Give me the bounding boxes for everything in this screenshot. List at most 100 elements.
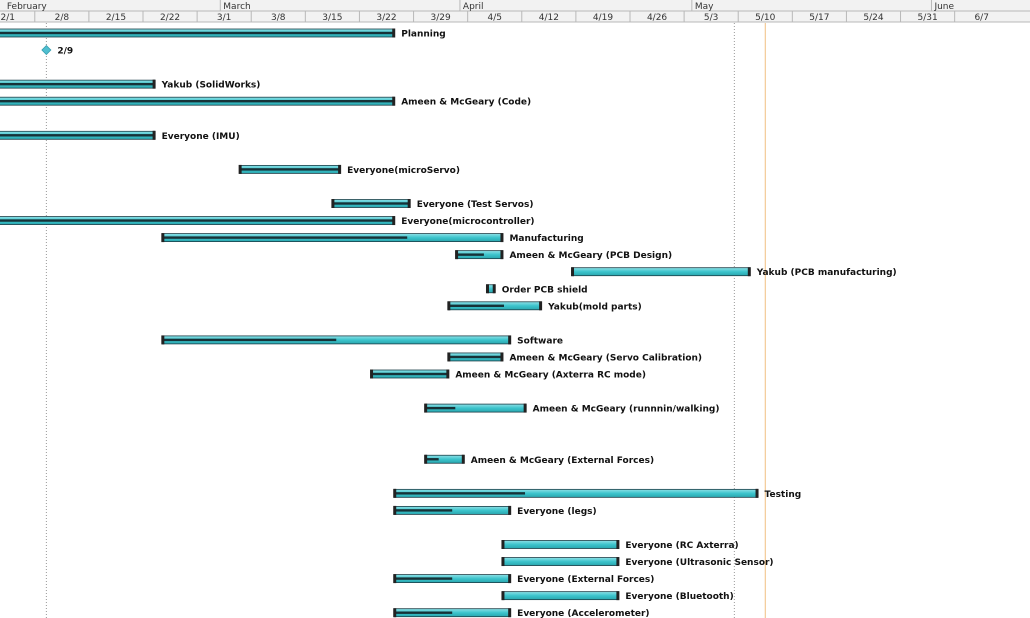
task-testing-end-cap [755,488,759,498]
task-ameen-mcgeary-runnnin-walking-label: Ameen & McGeary (runnnin/walking) [533,405,720,415]
task-ameen-mcgeary-external-forces-end-cap [461,454,465,464]
task-everyone-ultrasonic-sensor-start-cap [501,557,505,567]
task-everyone-microcontroller-progress [0,219,395,222]
week-label-5-31: 5/31 [917,13,937,23]
week-label-2-1: 2/1 [0,13,14,23]
task-software-end-cap [508,335,512,345]
task-testing-start-cap [393,488,397,498]
task-software-progress [162,338,337,342]
task-order-pcb-shield: Order PCB shield [485,284,588,295]
month-label-march: March [223,2,250,12]
week-label-2-22: 2/22 [160,13,180,23]
week-label-3-22: 3/22 [376,13,396,23]
task-planning-progress [0,31,395,35]
date-markers [45,23,766,618]
task-planning-end-cap [392,28,396,38]
task-everyone-microservo: Everyone(microServo) [238,164,460,176]
timescale-header: February March April May June 2/1 2/8 2/15 2/22 3… [0,0,1030,23]
month-label-february: February [7,2,48,12]
task-everyone-accelerometer-progress [394,611,453,614]
task-everyone-bluetooth-start-cap [501,591,505,601]
task-everyone-ultrasonic-sensor-end-cap [616,557,620,567]
task-everyone-bluetooth-bar [502,591,619,601]
milestone-diamond [41,44,52,56]
task-yakub-mold-parts: Yakub(mold parts) [447,301,642,312]
week-label-4-12: 4/12 [539,13,559,23]
task-everyone-accelerometer-start-cap [393,608,397,618]
task-everyone-legs-label: Everyone (legs) [517,507,596,517]
task-everyone-ultrasonic-sensor-label: Everyone (Ultrasonic Sensor) [625,558,773,568]
week-label-2-8: 2/8 [55,13,70,23]
week-label-3-29: 3/29 [431,13,451,23]
task-ameen-mcgeary-runnnin-walking-progress [425,406,456,410]
task-everyone-imu: Everyone (IMU) [0,130,240,142]
task-ameen-mcgeary-pcb-design-progress [456,253,484,256]
task-ameen-mcgeary-axterra-rc-mode-start-cap [370,369,374,379]
month-label-april: April [463,2,484,12]
task-yakub-solidworks-progress [0,82,155,86]
task-everyone-microservo-start-cap [238,164,242,174]
task-ameen-mcgeary-external-forces: Ameen & McGeary (External Forces) [424,454,654,466]
week-label-5-17: 5/17 [809,13,829,23]
task-ameen-mcgeary-runnnin-walking-end-cap [523,403,527,413]
task-ameen-mcgeary-pcb-design-end-cap [500,250,504,260]
task-everyone-microservo-label: Everyone(microServo) [347,166,460,176]
task-everyone-rc-axterra: Everyone (RC Axterra) [501,540,739,551]
task-yakub-pcb-manufacturing: Yakub (PCB manufacturing) [571,267,897,278]
task-everyone-external-forces-progress [394,577,453,580]
task-software-label: Software [517,336,563,346]
task-testing-progress [394,492,526,495]
task-ameen-mcgeary-external-forces-progress [425,458,439,461]
task-ameen-mcgeary-servo-calibration-end-cap [500,352,504,362]
task-everyone-test-servos-start-cap [331,199,335,208]
task-yakub-pcb-manufacturing-bar [571,267,751,277]
task-ameen-mcgeary-runnnin-walking: Ameen & McGeary (runnnin/walking) [424,403,720,415]
task-ameen-mcgeary-code-progress [0,100,395,103]
week-label-4-26: 4/26 [647,13,667,23]
task-ameen-mcgeary-code-label: Ameen & McGeary (Code) [401,98,531,108]
task-yakub-pcb-manufacturing-start-cap [571,267,575,277]
week-label-5-10: 5/10 [755,13,775,23]
task-ameen-mcgeary-servo-calibration: Ameen & McGeary (Servo Calibration) [447,352,702,363]
task-everyone-microcontroller: Everyone(microcontroller) [0,216,535,227]
task-everyone-test-servos-progress [332,202,410,205]
task-everyone-rc-axterra-end-cap [616,540,620,549]
task-everyone-external-forces-label: Everyone (External Forces) [517,575,654,585]
task-everyone-microcontroller-label: Everyone(microcontroller) [401,217,534,227]
task-order-pcb-shield-end-cap [492,284,496,294]
week-label-4-19: 4/19 [593,13,613,23]
task-ameen-mcgeary-axterra-rc-mode-label: Ameen & McGeary (Axterra RC mode) [455,371,646,381]
task-everyone-test-servos-end-cap [407,199,411,208]
task-everyone-imu-progress [0,134,155,137]
task-ameen-mcgeary-code-end-cap [392,96,396,106]
task-planning-label: Planning [401,30,446,40]
task-yakub-mold-parts-end-cap [539,301,543,311]
task-yakub-pcb-manufacturing-label: Yakub (PCB manufacturing) [756,268,897,278]
task-planning: Planning [0,28,446,40]
task-manufacturing-start-cap [161,233,165,243]
task-everyone-legs-progress [394,509,453,512]
task-everyone-rc-axterra-bar [502,540,619,549]
task-manufacturing-progress [162,236,408,239]
milestone-label: 2/9 [57,47,73,57]
task-manufacturing-label: Manufacturing [509,234,583,244]
task-ameen-mcgeary-pcb-design: Ameen & McGeary (PCB Design) [455,250,672,261]
task-everyone-microcontroller-end-cap [392,216,396,226]
task-everyone-test-servos: Everyone (Test Servos) [331,199,533,210]
task-everyone-accelerometer-label: Everyone (Accelerometer) [517,609,649,618]
task-everyone-accelerometer: Everyone (Accelerometer) [393,608,650,618]
task-everyone-microservo-end-cap [338,164,342,174]
task-bars: Planning 2/9 Yakub (SolidWorks) Ameen & McG… [0,28,897,618]
task-everyone-bluetooth-label: Everyone (Bluetooth) [625,592,733,602]
task-everyone-bluetooth-end-cap [616,591,620,601]
task-yakub-mold-parts-progress [448,304,504,307]
task-order-pcb-shield-label: Order PCB shield [502,285,588,295]
task-ameen-mcgeary-pcb-design-label: Ameen & McGeary (PCB Design) [509,251,672,261]
month-label-june: June [933,2,954,12]
task-software: Software [161,335,563,346]
week-label-2-15: 2/15 [106,13,126,23]
task-everyone-ultrasonic-sensor: Everyone (Ultrasonic Sensor) [501,557,774,568]
task-everyone-legs: Everyone (legs) [393,505,597,517]
task-everyone-external-forces-start-cap [393,574,397,584]
